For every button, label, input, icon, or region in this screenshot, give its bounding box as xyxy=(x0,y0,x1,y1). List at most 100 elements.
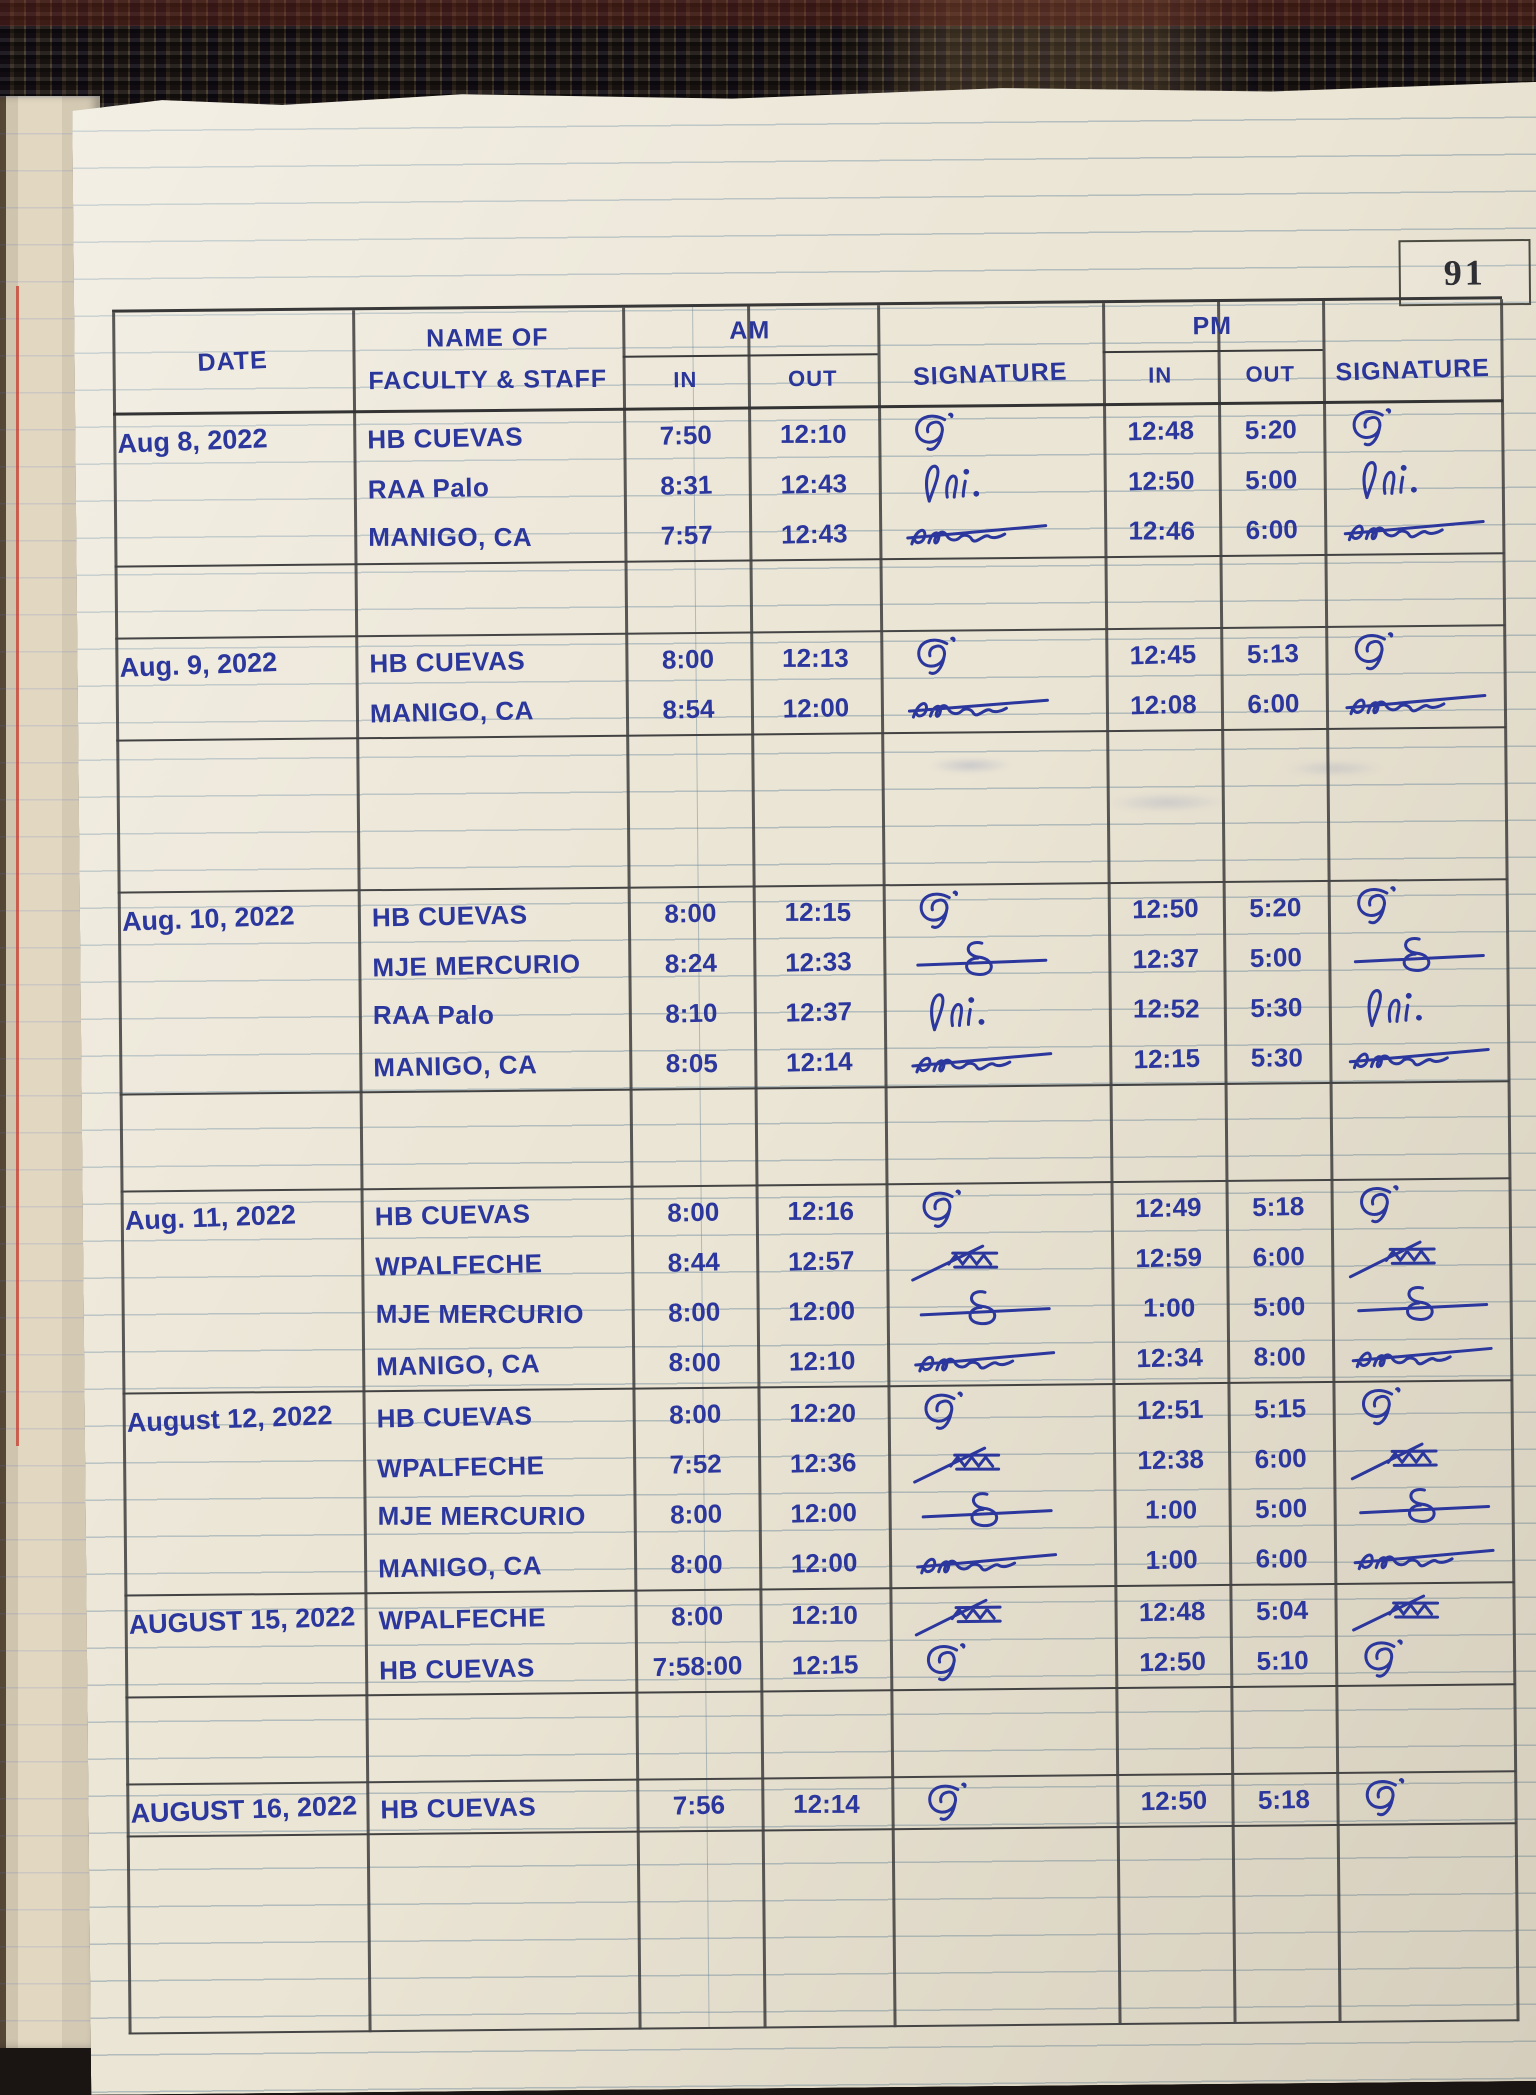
pm-out: 5:30 xyxy=(1249,991,1303,1024)
date-block: Aug. 11, 2022 HB CUEVAS 8:00 12:16 12:49 5:18… xyxy=(121,1179,1513,1394)
am-out: 12:10 xyxy=(788,1345,856,1377)
signature-scribble xyxy=(884,1036,1079,1084)
am-out: 12:37 xyxy=(785,996,853,1028)
signature-scribble xyxy=(1331,1182,1511,1228)
pm-in: 12:48 xyxy=(1138,1595,1206,1628)
empty-rows xyxy=(115,554,1506,639)
signature-scribble xyxy=(889,1537,1084,1585)
header-am: AM xyxy=(622,305,877,357)
am-in: 7:57 xyxy=(660,519,714,551)
am-in: 7:58:00 xyxy=(652,1650,743,1683)
pm-out: 5:00 xyxy=(1254,1492,1308,1525)
signature-scribble xyxy=(1328,883,1508,929)
pm-in: 12:50 xyxy=(1138,1645,1207,1678)
pm-in: 12:45 xyxy=(1129,638,1197,671)
empty-rows xyxy=(127,1824,1519,2034)
pm-in: 12:37 xyxy=(1132,942,1200,975)
am-in: 8:00 xyxy=(664,897,717,929)
attendance-table: DATE NAME OF FACULTY & STAFF AM IN OUT S… xyxy=(112,296,1518,2034)
am-sig-cuevas xyxy=(891,1776,1116,1828)
name: MANIGO, CA xyxy=(369,695,535,729)
am-sig-alfeche xyxy=(888,1436,1113,1486)
header-date: DATE xyxy=(196,345,269,378)
logbook-page: 91 DATE NAME OF FACULTY & STAFF AM IN OU… xyxy=(72,81,1536,2095)
name: HB CUEVAS xyxy=(367,421,524,455)
am-sig-palo xyxy=(879,457,1104,507)
name: MANIGO, CA xyxy=(375,1348,541,1382)
pm-out: 5:18 xyxy=(1251,1190,1305,1223)
name: HB CUEVAS xyxy=(378,1652,536,1686)
red-margin-line xyxy=(16,286,19,1446)
name: RAA Palo xyxy=(372,999,495,1030)
am-sig-alfeche xyxy=(886,1234,1111,1284)
pm-in: 12:48 xyxy=(1127,414,1195,447)
date-block: August 12, 2022 HB CUEVAS 8:00 12:20 12:51 5:… xyxy=(122,1381,1514,1596)
pm-in: 12:49 xyxy=(1134,1191,1202,1224)
date-block: Aug. 9, 2022 HB CUEVAS 8:00 12:13 12:45 5:13 M… xyxy=(115,626,1506,741)
am-out: 12:15 xyxy=(791,1649,859,1681)
name: HB CUEVAS xyxy=(380,1791,537,1825)
pm-out: 5:15 xyxy=(1253,1392,1307,1425)
date-label: Aug. 11, 2022 xyxy=(124,1199,297,1236)
am-in: 8:10 xyxy=(664,997,718,1029)
am-sig-cuevas xyxy=(886,1183,1111,1235)
am-sig-alfeche xyxy=(889,1587,1114,1639)
am-out: 12:43 xyxy=(780,468,848,500)
am-out: 12:15 xyxy=(784,896,852,927)
header-am-out: OUT xyxy=(787,365,838,392)
signature-scribble xyxy=(1334,1533,1514,1581)
am-sig-cuevas xyxy=(878,406,1103,458)
header-name-line2: FACULTY & STAFF xyxy=(368,364,608,396)
am-in: 7:52 xyxy=(669,1448,723,1480)
empty-rows xyxy=(125,1685,1516,1785)
pm-sig-cuevas xyxy=(1331,1180,1511,1230)
pm-sig-palo xyxy=(1329,980,1509,1032)
signature-scribble xyxy=(1331,1281,1511,1329)
table-header: DATE NAME OF FACULTY & STAFF AM IN OUT S… xyxy=(112,299,1503,415)
signature-scribble xyxy=(1335,1586,1515,1632)
am-in: 8:00 xyxy=(670,1549,723,1580)
date-label: AUGUST 16, 2022 xyxy=(129,1790,358,1829)
pm-in: 12:15 xyxy=(1133,1042,1201,1075)
pm-in: 12:50 xyxy=(1127,464,1195,497)
pm-out: 6:00 xyxy=(1252,1240,1306,1273)
am-in: 8:00 xyxy=(668,1347,721,1378)
pm-in: 1:00 xyxy=(1143,1292,1196,1323)
pm-in: 12:50 xyxy=(1131,892,1199,925)
date-block: AUGUST 15, 2022 WPALFECHE 8:00 12:10 12:48 5:… xyxy=(124,1583,1515,1698)
signature-scribble xyxy=(1333,1433,1513,1481)
signature-scribble xyxy=(1329,982,1509,1030)
am-out: 12:00 xyxy=(788,1295,856,1327)
pm-out: 5:00 xyxy=(1249,941,1303,974)
signature-scribble xyxy=(1335,1635,1515,1683)
date-label: Aug. 10, 2022 xyxy=(121,900,296,937)
am-in: 8:24 xyxy=(664,947,718,979)
signature-scribble xyxy=(1336,1775,1516,1821)
signature-scribble xyxy=(891,1778,1086,1826)
signature-scribble xyxy=(886,1285,1081,1333)
pm-out: 5:18 xyxy=(1257,1783,1311,1816)
pm-in: 12:34 xyxy=(1136,1341,1204,1374)
am-in: 7:56 xyxy=(672,1789,726,1821)
header-pm-in: IN xyxy=(1148,362,1173,388)
signature-scribble xyxy=(1323,405,1503,451)
name: MANIGO, CA xyxy=(368,521,533,552)
signature-scribble xyxy=(888,1487,1083,1535)
date-label: August 12, 2022 xyxy=(126,1400,333,1438)
signature-scribble xyxy=(1325,629,1505,675)
signature-scribble xyxy=(880,632,1075,680)
name: HB CUEVAS xyxy=(369,645,526,679)
header-pm: PM xyxy=(1102,301,1322,353)
am-out: 12:36 xyxy=(789,1447,857,1479)
am-out: 12:10 xyxy=(791,1599,858,1630)
pm-in: 12:52 xyxy=(1133,993,1200,1024)
name: WPALFECHE xyxy=(378,1602,547,1636)
am-sig-mercurio xyxy=(888,1485,1113,1537)
pm-sig-cuevas xyxy=(1335,1633,1515,1685)
pm-out: 6:00 xyxy=(1247,687,1300,720)
am-in: 7:50 xyxy=(659,419,713,451)
pm-out: 6:00 xyxy=(1255,1543,1308,1574)
pm-out: 5:30 xyxy=(1250,1042,1303,1073)
header-name-line1: NAME OF xyxy=(426,323,549,353)
pm-in: 12:38 xyxy=(1137,1443,1205,1476)
